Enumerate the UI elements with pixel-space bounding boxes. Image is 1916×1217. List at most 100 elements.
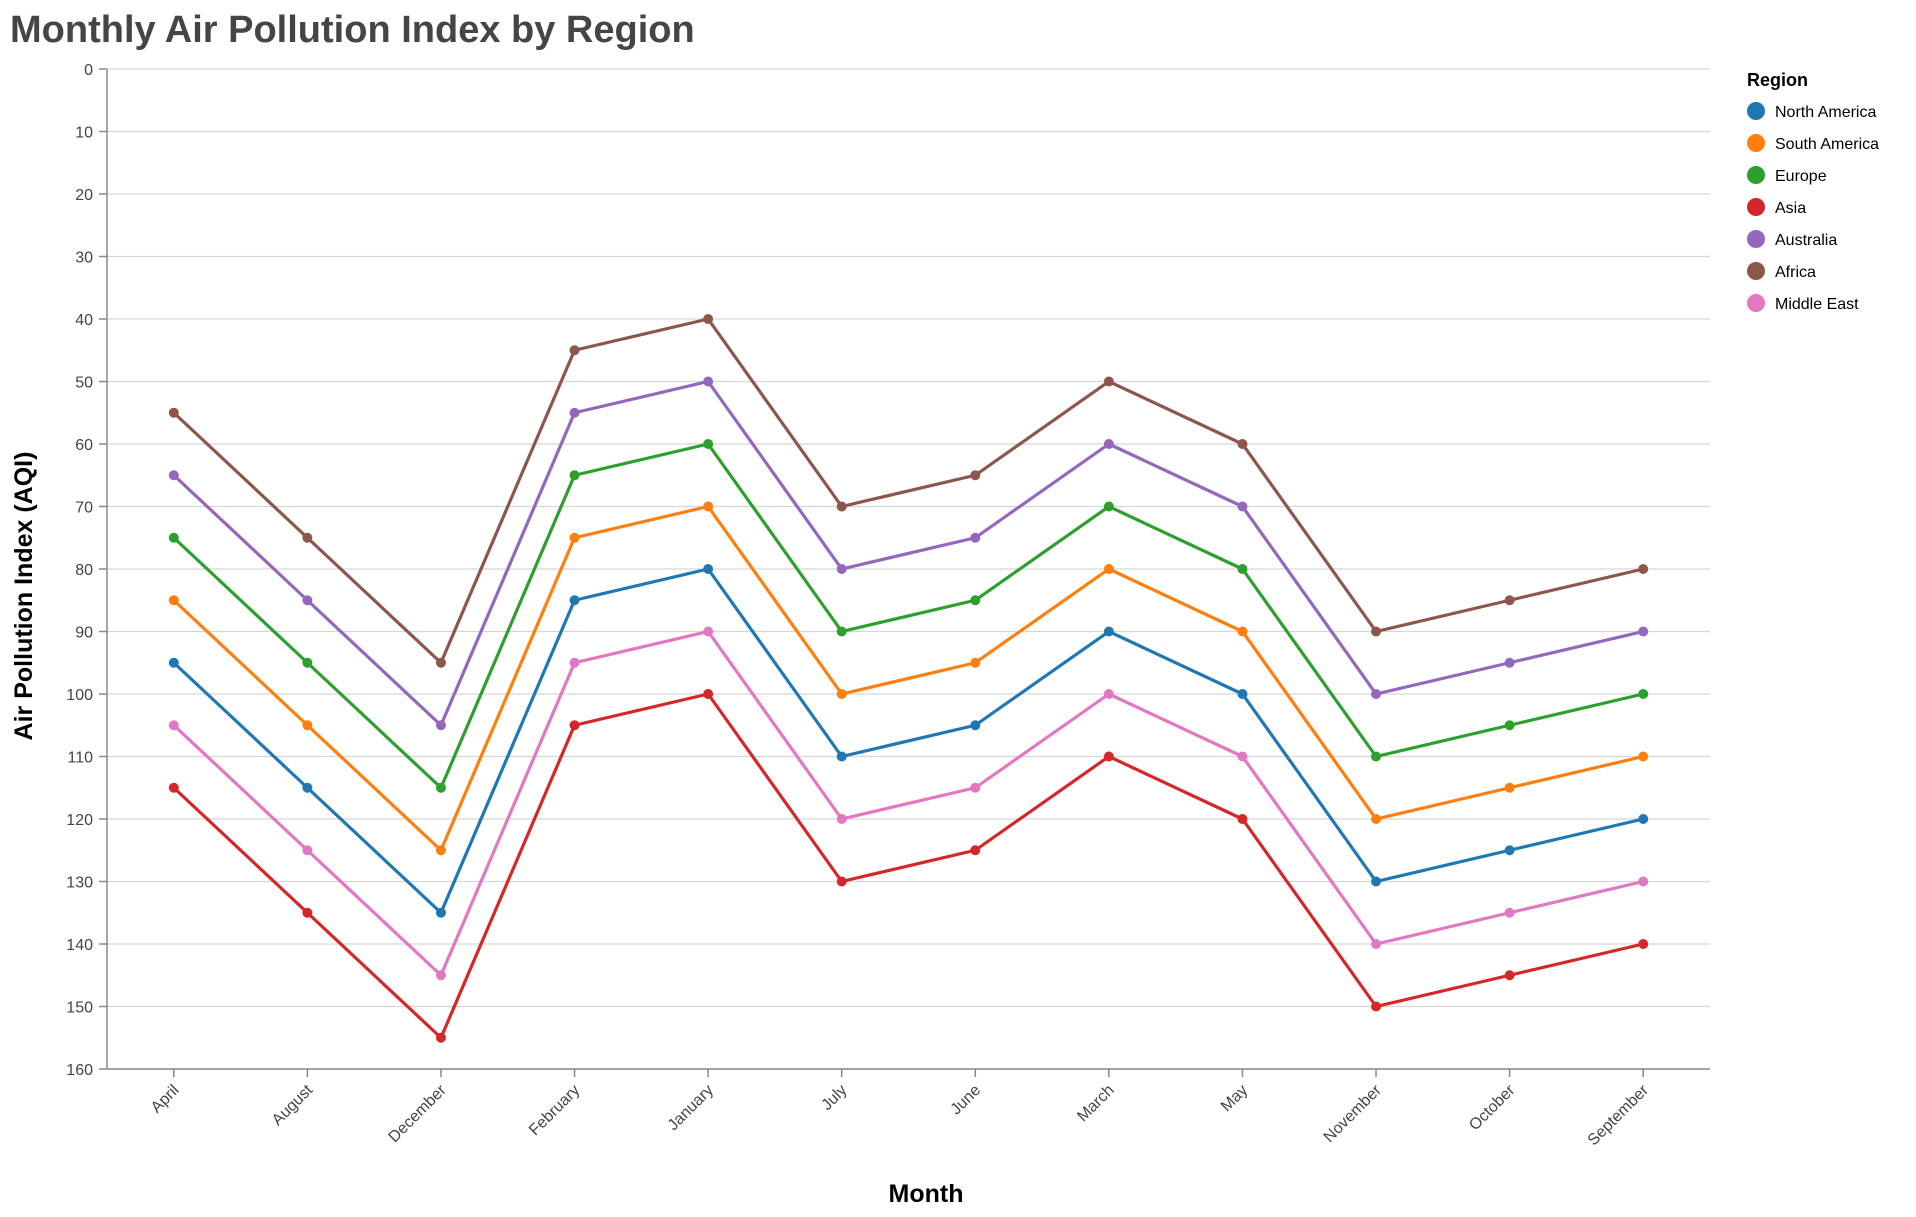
data-point[interactable] [970,782,981,793]
data-point[interactable] [435,1032,446,1043]
legend-swatch [1747,102,1765,120]
data-point[interactable] [168,782,179,793]
data-point[interactable] [703,439,714,449]
legend-item[interactable]: North America [1747,102,1876,121]
data-point[interactable] [703,689,714,699]
data-point[interactable] [168,595,179,606]
data-point[interactable] [168,470,179,481]
data-point[interactable] [703,314,714,324]
data-point[interactable] [703,626,714,637]
data-point[interactable] [1103,564,1114,574]
data-point[interactable] [970,532,981,543]
data-point[interactable] [302,720,313,731]
data-point[interactable] [435,782,446,793]
data-point[interactable] [1504,907,1515,918]
data-point[interactable] [1103,439,1114,449]
data-point[interactable] [970,845,981,856]
data-point[interactable] [836,751,847,762]
data-point[interactable] [1638,626,1649,637]
data-point[interactable] [1237,439,1248,449]
data-point[interactable] [302,657,313,668]
data-point[interactable] [1504,782,1515,793]
data-point[interactable] [569,595,580,606]
data-point[interactable] [435,845,446,856]
data-point[interactable] [168,407,179,418]
legend-item[interactable]: Australia [1747,230,1837,249]
legend-item[interactable]: Europe [1747,166,1827,185]
x-tick-label: October [1466,1081,1519,1134]
data-point[interactable] [970,657,981,668]
data-point[interactable] [435,657,446,668]
data-point[interactable] [1237,501,1248,512]
data-point[interactable] [1103,376,1114,387]
data-point[interactable] [1638,876,1649,887]
data-point[interactable] [1504,845,1515,856]
x-tick-label: June [948,1082,985,1119]
data-point[interactable] [836,626,847,637]
data-point[interactable] [836,876,847,887]
data-point[interactable] [1638,751,1649,762]
data-point[interactable] [1371,751,1382,762]
legend-swatch [1747,166,1765,184]
data-point[interactable] [1638,939,1649,949]
data-point[interactable] [1371,939,1382,949]
data-point[interactable] [569,720,580,731]
data-point[interactable] [168,657,179,668]
y-tick-label: 160 [66,1062,93,1079]
data-point[interactable] [302,782,313,793]
data-point[interactable] [1371,626,1382,637]
data-point[interactable] [1371,689,1382,699]
data-point[interactable] [970,595,981,606]
data-point[interactable] [1103,751,1114,762]
data-point[interactable] [569,532,580,543]
data-point[interactable] [703,376,714,387]
data-point[interactable] [435,970,446,981]
data-point[interactable] [1103,689,1114,699]
data-point[interactable] [302,845,313,856]
data-point[interactable] [1237,689,1248,699]
legend-label: Asia [1775,200,1806,217]
y-tick-label: 70 [75,500,93,517]
data-point[interactable] [1504,720,1515,731]
data-point[interactable] [569,345,580,356]
data-point[interactable] [168,720,179,731]
data-point[interactable] [1103,626,1114,637]
data-point[interactable] [435,720,446,731]
data-point[interactable] [836,501,847,512]
legend-item[interactable]: Africa [1747,262,1816,281]
data-point[interactable] [569,470,580,481]
data-point[interactable] [1638,689,1649,699]
data-point[interactable] [1237,626,1248,637]
legend-item[interactable]: Asia [1747,198,1806,217]
data-point[interactable] [970,470,981,481]
legend-item[interactable]: South America [1747,134,1879,153]
data-point[interactable] [302,532,313,543]
data-point[interactable] [569,407,580,418]
series-asia [168,689,1649,1043]
data-point[interactable] [435,907,446,918]
data-point[interactable] [168,532,179,543]
data-point[interactable] [1371,876,1382,887]
data-point[interactable] [970,720,981,731]
data-point[interactable] [836,814,847,824]
data-point[interactable] [836,564,847,574]
data-point[interactable] [1237,751,1248,762]
data-point[interactable] [569,657,580,668]
data-point[interactable] [703,501,714,512]
data-point[interactable] [1504,595,1515,606]
data-point[interactable] [703,564,714,574]
data-point[interactable] [836,689,847,699]
data-point[interactable] [1371,814,1382,824]
data-point[interactable] [302,595,313,606]
data-point[interactable] [302,907,313,918]
data-point[interactable] [1103,501,1114,512]
data-point[interactable] [1504,970,1515,981]
data-point[interactable] [1638,564,1649,574]
y-tick-label: 0 [84,62,93,79]
legend-item[interactable]: Middle East [1747,294,1859,313]
data-point[interactable] [1237,814,1248,824]
data-point[interactable] [1504,657,1515,668]
data-point[interactable] [1237,564,1248,574]
data-point[interactable] [1638,814,1649,824]
data-point[interactable] [1371,1001,1382,1012]
